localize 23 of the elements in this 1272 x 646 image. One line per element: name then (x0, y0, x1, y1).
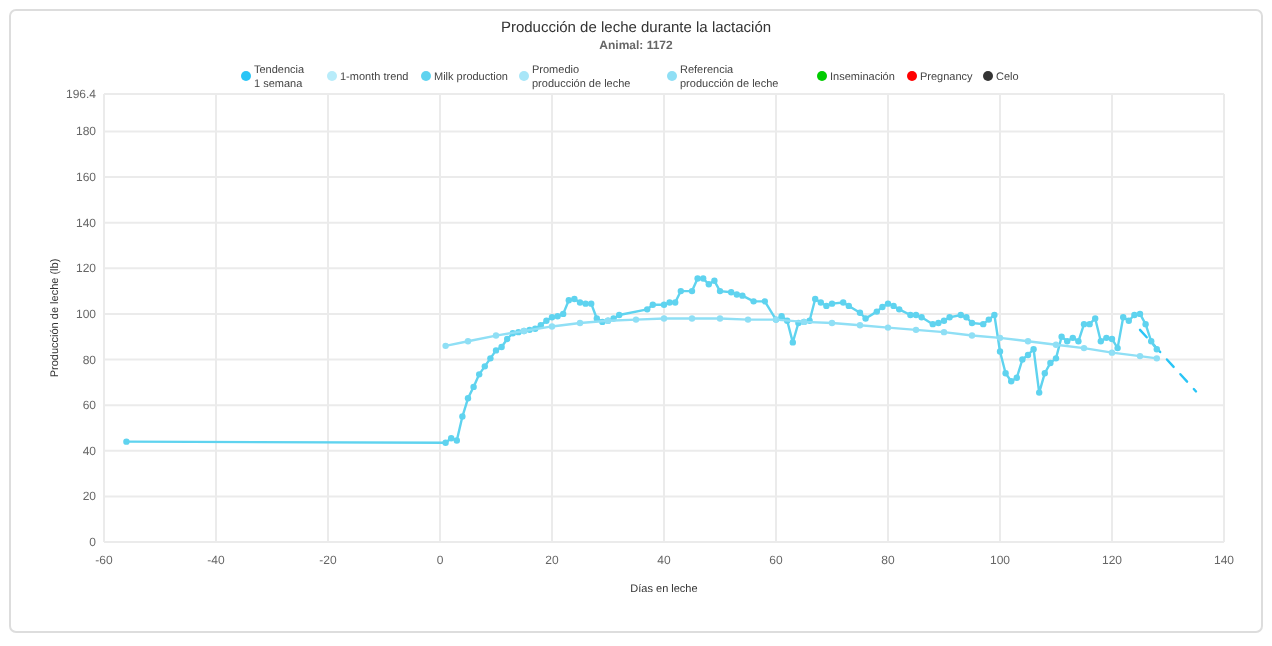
point (884, 324, 892, 331)
point (632, 316, 640, 323)
point (1136, 352, 1144, 360)
point (576, 319, 584, 327)
point (744, 316, 752, 323)
point (828, 319, 836, 327)
point (940, 328, 948, 336)
point (1080, 344, 1088, 352)
point (464, 338, 472, 345)
point (688, 315, 696, 322)
point (660, 315, 668, 322)
point (968, 332, 976, 339)
point (1052, 341, 1060, 348)
point (548, 323, 556, 330)
point (856, 322, 864, 329)
point (1153, 355, 1160, 362)
point (492, 332, 500, 339)
point (442, 342, 449, 350)
point (716, 315, 724, 322)
point (1024, 338, 1032, 345)
point (912, 326, 920, 334)
point (996, 334, 1004, 342)
point (1108, 349, 1116, 356)
